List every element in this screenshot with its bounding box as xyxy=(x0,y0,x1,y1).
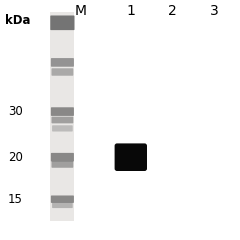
Text: 30: 30 xyxy=(8,105,23,118)
FancyBboxPatch shape xyxy=(52,125,73,132)
FancyBboxPatch shape xyxy=(50,15,74,30)
FancyBboxPatch shape xyxy=(115,144,147,171)
Text: 15: 15 xyxy=(8,193,23,206)
FancyBboxPatch shape xyxy=(51,161,73,168)
FancyBboxPatch shape xyxy=(51,68,73,76)
FancyBboxPatch shape xyxy=(51,153,74,162)
Text: 3: 3 xyxy=(210,4,219,18)
Text: 20: 20 xyxy=(8,151,23,164)
FancyBboxPatch shape xyxy=(51,58,74,67)
FancyBboxPatch shape xyxy=(51,195,74,203)
Bar xyxy=(50,12,74,221)
Text: kDa: kDa xyxy=(5,14,30,27)
Text: 2: 2 xyxy=(168,4,177,18)
FancyBboxPatch shape xyxy=(51,117,73,123)
Text: 1: 1 xyxy=(126,4,135,18)
Text: M: M xyxy=(74,4,86,18)
FancyBboxPatch shape xyxy=(52,202,73,208)
FancyBboxPatch shape xyxy=(51,107,74,116)
